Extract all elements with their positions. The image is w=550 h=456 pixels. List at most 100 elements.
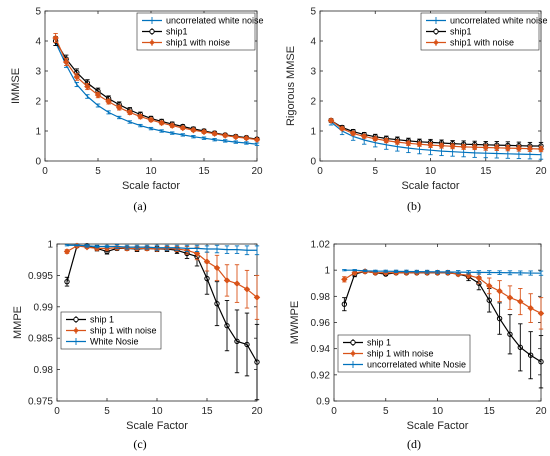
data-point	[253, 136, 261, 143]
legend-label: ship 1 with noise	[90, 326, 157, 336]
legend-swatch-marker	[433, 39, 439, 46]
data-point	[254, 359, 260, 365]
data-point	[486, 282, 493, 290]
legend-swatch-marker	[149, 39, 155, 46]
legend-label: ship 1	[367, 338, 391, 348]
data-point	[147, 116, 155, 124]
data-point	[204, 275, 210, 282]
y-tick-label: 0	[35, 157, 41, 168]
legend-swatch-marker	[350, 339, 356, 346]
data-point	[64, 278, 70, 285]
panel-caption-b: (b)	[407, 199, 421, 213]
data-point	[52, 34, 59, 42]
legend-label: uncorrelated white noise	[450, 16, 548, 26]
y-tick-label: 0.98	[34, 365, 54, 376]
x-tick-label: 5	[104, 406, 110, 417]
y-tick-label: 0.985	[28, 334, 53, 345]
y-tick-label: 0.975	[28, 397, 53, 408]
data-point	[243, 134, 250, 142]
series-2	[327, 117, 545, 153]
data-point	[349, 130, 357, 137]
y-tick-label: 0	[310, 157, 316, 168]
y-tick-label: 0.94	[311, 344, 331, 355]
x-axis-label: Scale Factor	[407, 420, 469, 432]
series-line	[67, 244, 257, 251]
data-point	[232, 133, 240, 141]
legend-label: ship1	[166, 27, 188, 37]
data-point	[213, 264, 221, 272]
x-tick-label: 10	[151, 406, 163, 417]
legend-label: ship 1 with noise	[367, 349, 434, 359]
x-tick-label: 15	[480, 166, 492, 177]
x-tick-label: 0	[42, 166, 48, 177]
y-tick-label: 1.02	[311, 240, 331, 251]
data-point	[527, 304, 534, 312]
data-point	[427, 141, 434, 149]
x-tick-label: 20	[535, 166, 547, 177]
data-point	[517, 344, 523, 351]
x-axis-label: Scale Factor	[126, 420, 188, 432]
y-axis-label: MWMPE	[289, 301, 301, 344]
data-point	[179, 124, 187, 132]
legend-label: uncorrelated white noise	[166, 16, 264, 26]
y-tick-label: 5	[310, 7, 316, 18]
legend-label: ship1 with noise	[166, 38, 230, 48]
data-point	[234, 338, 240, 345]
data-point	[515, 145, 523, 152]
panel-caption-a: (a)	[133, 199, 146, 213]
legend-swatch-marker	[433, 28, 439, 35]
panel-caption-c: (c)	[133, 437, 146, 451]
y-tick-label: 1	[324, 266, 330, 277]
data-point	[211, 130, 218, 137]
data-point	[475, 274, 483, 282]
data-point	[486, 297, 492, 303]
x-tick-label: 5	[95, 166, 101, 177]
series-2	[342, 269, 544, 276]
chart-panel-a: 0 5 10 15 20 0 1 2 3 4 5 Scale factor IMMSE uncorrela…	[10, 7, 264, 193]
data-point	[471, 143, 478, 151]
data-point	[63, 248, 71, 255]
y-tick-label: 3	[35, 67, 41, 78]
y-tick-label: 0.92	[311, 370, 331, 381]
data-point	[504, 144, 512, 152]
x-tick-label: 0	[54, 406, 60, 417]
data-point	[168, 122, 176, 129]
data-point	[538, 359, 544, 365]
data-point	[493, 144, 501, 152]
legend-swatch-marker	[73, 327, 79, 334]
series-line	[344, 269, 542, 274]
panel-caption-d: (d)	[407, 437, 421, 451]
x-tick-label: 5	[383, 406, 389, 417]
y-tick-label: 4	[35, 37, 41, 48]
data-point	[94, 91, 102, 99]
data-point	[137, 113, 144, 120]
data-point	[233, 280, 241, 287]
chart-panel-b: 0 5 10 15 20 0 1 2 3 4 5 Scale factor Rigorous MMSE u…	[285, 7, 548, 193]
y-tick-label: 1	[47, 240, 53, 251]
y-tick-label: 1	[310, 127, 316, 138]
data-point	[460, 143, 467, 151]
x-axis-label: Scale factor	[122, 180, 180, 192]
data-point	[115, 104, 123, 111]
data-point	[341, 276, 348, 283]
x-tick-label: 20	[251, 406, 263, 417]
series-line	[55, 42, 258, 145]
y-tick-label: 0.995	[28, 271, 53, 282]
chart-panel-c: 0 5 10 15 20 0.975 0.98 0.985 0.99 0.995 1 Scale Fa…	[12, 240, 263, 433]
data-point	[214, 300, 220, 307]
legend-label: uncorrelated white Nosie	[367, 360, 466, 370]
y-axis-label: MMPE	[12, 306, 24, 339]
x-tick-label: 10	[145, 166, 157, 177]
legend-swatch-marker	[73, 316, 79, 323]
series-0	[53, 39, 260, 146]
y-tick-label: 0.98	[311, 292, 331, 303]
data-point	[506, 294, 514, 301]
data-point	[405, 140, 412, 147]
series-2	[64, 244, 260, 256]
data-point	[517, 298, 524, 305]
legend-label: White Nosie	[90, 337, 139, 347]
data-point	[537, 310, 545, 317]
data-point	[84, 83, 91, 90]
